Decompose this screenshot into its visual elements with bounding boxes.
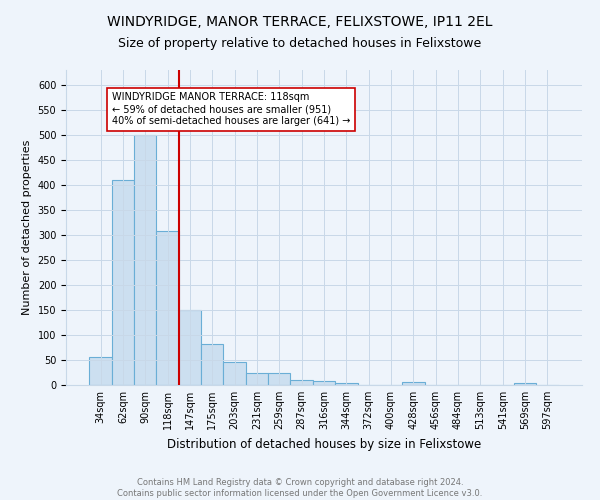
Bar xyxy=(223,362,246,385)
Bar xyxy=(514,382,536,385)
X-axis label: Distribution of detached houses by size in Felixstowe: Distribution of detached houses by size … xyxy=(167,438,481,450)
Bar xyxy=(246,372,268,385)
Bar xyxy=(201,344,223,385)
Bar xyxy=(179,310,201,385)
Bar xyxy=(89,356,112,385)
Bar xyxy=(402,382,425,385)
Text: Contains HM Land Registry data © Crown copyright and database right 2024.
Contai: Contains HM Land Registry data © Crown c… xyxy=(118,478,482,498)
Bar xyxy=(112,180,134,385)
Bar xyxy=(313,381,335,385)
Bar xyxy=(157,231,179,385)
Bar xyxy=(290,380,313,385)
Text: WINDYRIDGE MANOR TERRACE: 118sqm
← 59% of detached houses are smaller (951)
40% : WINDYRIDGE MANOR TERRACE: 118sqm ← 59% o… xyxy=(112,92,350,126)
Bar xyxy=(335,382,358,385)
Bar xyxy=(134,135,157,385)
Bar xyxy=(268,372,290,385)
Text: Size of property relative to detached houses in Felixstowe: Size of property relative to detached ho… xyxy=(118,38,482,51)
Text: WINDYRIDGE, MANOR TERRACE, FELIXSTOWE, IP11 2EL: WINDYRIDGE, MANOR TERRACE, FELIXSTOWE, I… xyxy=(107,15,493,29)
Y-axis label: Number of detached properties: Number of detached properties xyxy=(22,140,32,315)
